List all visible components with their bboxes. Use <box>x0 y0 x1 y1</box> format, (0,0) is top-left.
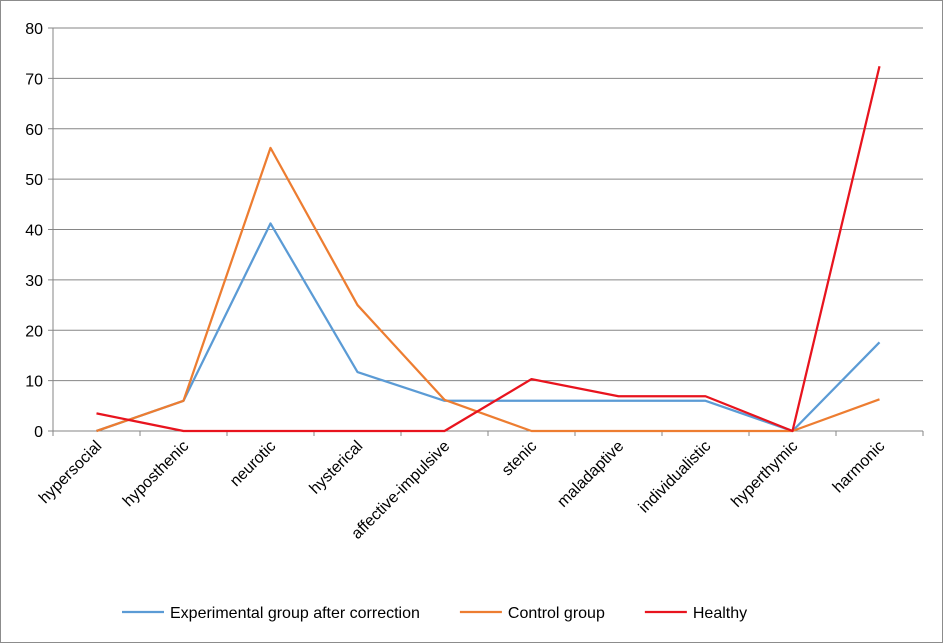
y-tick-label: 0 <box>34 424 43 441</box>
x-tick-label: affective-impulsive <box>348 438 453 543</box>
y-tick-label: 60 <box>25 122 43 139</box>
x-tick-label: individualistic <box>636 438 715 517</box>
y-tick-label: 30 <box>25 273 43 290</box>
x-tick-label: hysterical <box>307 438 367 498</box>
legend-label: Control group <box>508 605 605 622</box>
legend: Experimental group after correction Contr… <box>122 605 747 622</box>
x-tick-label: hypersocial <box>36 438 105 507</box>
y-tick-label: 40 <box>25 223 43 240</box>
legend-label: Healthy <box>693 605 747 622</box>
series-line-1 <box>96 146 880 433</box>
x-axis-ticks: hypersocial hyposthenic neurotic hysterical… <box>36 431 924 543</box>
x-tick-label: neurotic <box>227 438 279 490</box>
y-tick-label: 70 <box>25 71 43 88</box>
y-tick-label: 10 <box>25 374 43 391</box>
series-line-2 <box>96 66 881 433</box>
y-axis-ticks: 0 10 20 30 40 50 60 70 80 <box>25 21 53 441</box>
y-tick-label: 80 <box>25 21 43 38</box>
gridlines <box>53 27 923 382</box>
x-tick-label: harmonic <box>830 438 889 497</box>
x-tick-label: maladaptive <box>554 438 627 511</box>
series-lines <box>96 66 881 433</box>
series-line-0 <box>96 222 881 433</box>
y-tick-label: 50 <box>25 172 43 189</box>
x-tick-label: stenic <box>499 438 541 480</box>
x-tick-label: hyposthenic <box>120 438 192 510</box>
x-tick-label: hyperthymic <box>728 438 801 511</box>
legend-label: Experimental group after correction <box>170 605 420 622</box>
y-tick-label: 20 <box>25 323 43 340</box>
